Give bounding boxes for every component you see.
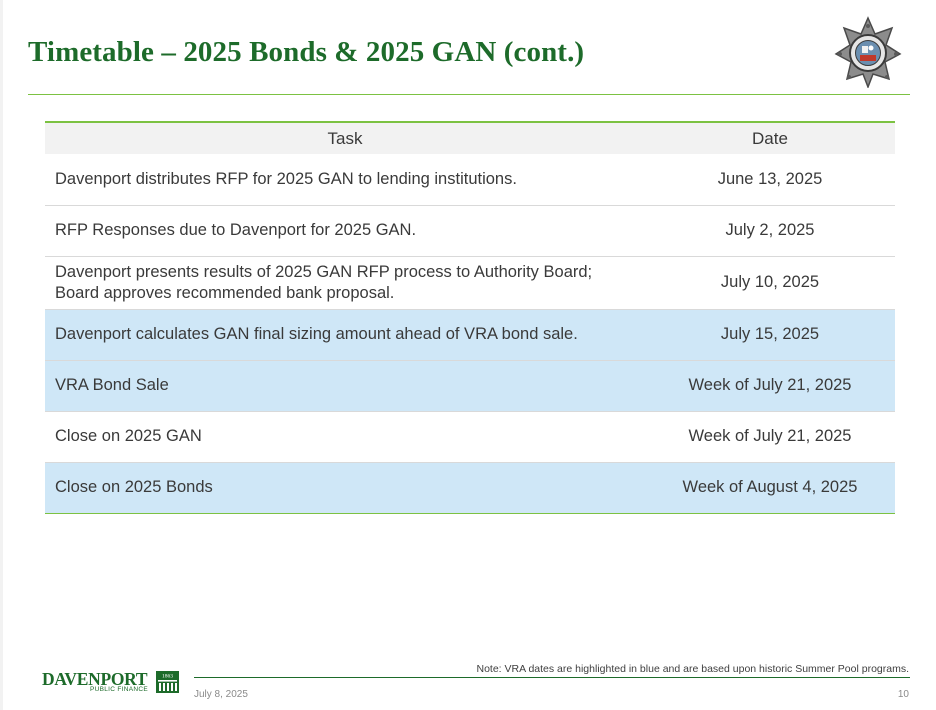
task-cell-line: Davenport presents results of 2025 GAN R… [55, 262, 593, 281]
header-task: Task [327, 128, 363, 148]
task-cell: Close on 2025 GAN [55, 427, 202, 445]
logo-wordmark: DAVENPORT [42, 669, 148, 689]
logo-year: 1863 [162, 674, 173, 680]
title-divider [28, 94, 910, 95]
footer-date: July 8, 2025 [194, 689, 248, 700]
task-cell: Close on 2025 Bonds [55, 478, 213, 496]
task-cell: Davenport calculates GAN final sizing am… [55, 325, 578, 343]
task-cell: VRA Bond Sale [55, 376, 169, 394]
table-row-vra-highlight: Davenport calculates GAN final sizing am… [45, 309, 895, 360]
date-cell: June 13, 2025 [717, 169, 823, 188]
header-date: Date [752, 128, 788, 148]
table-row: RFP Responses due to Davenport for 2025 … [45, 205, 895, 256]
date-cell: July 2, 2025 [725, 221, 815, 239]
slide-title: Timetable – 2025 Bonds & 2025 GAN (cont.… [28, 36, 585, 68]
task-cell: RFP Responses due to Davenport for 2025 … [55, 221, 417, 239]
page-number: 10 [897, 689, 909, 700]
logo-subtitle: PUBLIC FINANCE [90, 686, 149, 693]
table-row: Close on 2025 GAN Week of July 21, 2025 [45, 411, 895, 462]
date-cell: Week of July 21, 2025 [688, 376, 852, 394]
table-row-vra-highlight: Close on 2025 Bonds Week of August 4, 20… [45, 462, 895, 513]
table-row-vra-highlight: VRA Bond Sale Week of July 21, 2025 [45, 360, 895, 411]
date-cell: July 10, 2025 [720, 273, 820, 291]
left-edge-rule [0, 0, 3, 710]
table-row: Davenport distributes RFP for 2025 GAN t… [45, 154, 895, 205]
footer-divider [194, 677, 910, 678]
timetable-table: Task Date Davenport distributes RFP for … [45, 121, 895, 514]
timetable-table-container: Task Date Davenport distributes RFP for … [45, 121, 895, 514]
davenport-logo: DAVENPORT PUBLIC FINANCE 1863 [42, 669, 182, 695]
date-cell: Week of July 21, 2025 [688, 427, 852, 445]
table-header-row: Task Date [45, 122, 895, 154]
task-cell: Davenport presents results of 2025 GAN R… [45, 256, 645, 309]
task-cell: Davenport distributes RFP for 2025 GAN t… [55, 169, 517, 188]
date-cell: Week of August 4, 2025 [682, 478, 858, 496]
table-row: Davenport presents results of 2025 GAN R… [45, 256, 895, 309]
footer-note: Note: VRA dates are highlighted in blue … [476, 663, 910, 675]
bridge-logo-icon: 1863 [156, 671, 179, 693]
task-cell-line: Board approves recommended bank proposal… [55, 283, 395, 302]
date-cell: July 15, 2025 [720, 325, 820, 343]
sheriff-star-badge-icon [834, 16, 902, 88]
